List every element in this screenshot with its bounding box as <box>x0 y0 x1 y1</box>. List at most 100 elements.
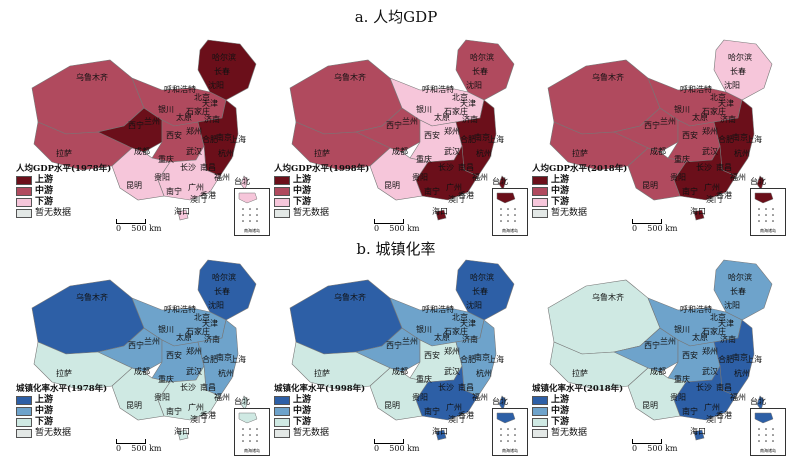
city-label: 上海 <box>746 134 762 144</box>
city-label: 贵阳 <box>412 172 428 182</box>
legend-item-middle: 中游 <box>16 186 111 197</box>
map-panel: 乌鲁木齐 哈尔滨 长春 沈阳 呼和浩特 北京 天津 银川 石家庄 太原 济南 兰州 西宁 郑州 西安 合肥 南京… <box>528 30 788 238</box>
city-label: 福州 <box>730 173 746 182</box>
city-label: 台北 <box>234 396 250 406</box>
south-china-sea-inset: 南海诸岛 <box>492 408 528 456</box>
legend-swatch <box>532 176 548 185</box>
city-label: 长春 <box>214 66 230 76</box>
legend-label: 中游 <box>293 186 312 196</box>
city-label: 杭州 <box>734 148 750 158</box>
city-label: 香港 <box>716 190 732 200</box>
city-label: 南昌 <box>716 382 732 392</box>
city-label: 沈阳 <box>466 80 482 90</box>
city-label: 北京 <box>194 312 210 322</box>
legend-label: 下游 <box>35 197 54 207</box>
city-label: 合肥 <box>202 354 218 364</box>
city-label: 乌鲁木齐 <box>334 292 366 302</box>
city-label: 呼和浩特 <box>164 84 196 94</box>
city-label: 拉萨 <box>56 148 72 158</box>
hainan-island <box>693 209 705 221</box>
legend-label: 暂无数据 <box>35 208 72 218</box>
city-label: 昆明 <box>642 401 658 410</box>
legend-swatch <box>274 418 290 427</box>
scale-bar: 0 500 km <box>632 438 678 453</box>
city-label: 合肥 <box>718 134 734 144</box>
legend-item-nodata: 暂无数据 <box>16 428 107 439</box>
legend-swatch <box>16 198 32 207</box>
city-label: 重庆 <box>158 374 174 384</box>
city-label: 南宁 <box>424 186 440 196</box>
city-label: 拉萨 <box>572 148 588 158</box>
city-label: 南京 <box>474 352 490 362</box>
city-label: 北京 <box>452 92 468 102</box>
city-label: 沈阳 <box>208 300 224 310</box>
legend-item-upper: 上游 <box>16 395 107 406</box>
legend-swatch <box>274 209 290 218</box>
city-label: 成都 <box>650 366 666 376</box>
legend-swatch <box>532 396 548 405</box>
city-label: 武汉 <box>186 366 202 376</box>
legend-swatch <box>532 407 548 416</box>
south-china-sea-inset: 南海诸岛 <box>492 188 528 236</box>
city-label: 沈阳 <box>208 80 224 90</box>
legend-label: 中游 <box>293 406 312 416</box>
legend-label: 下游 <box>551 417 570 427</box>
legend-swatch <box>16 396 32 405</box>
region-east <box>713 319 755 397</box>
city-label: 西宁 <box>386 120 402 130</box>
legend-swatch <box>274 396 290 405</box>
legend-item-middle: 中游 <box>16 406 107 417</box>
city-label: 长春 <box>214 286 230 296</box>
city-label: 澳门 <box>448 194 464 204</box>
legend-item-upper: 上游 <box>532 395 623 406</box>
city-label: 南京 <box>732 352 748 362</box>
city-label: 上海 <box>488 354 504 364</box>
legend-item-nodata: 暂无数据 <box>274 428 365 439</box>
city-label: 成都 <box>134 146 150 156</box>
scale-bar: 0 500 km <box>374 218 420 233</box>
city-label: 杭州 <box>734 368 750 378</box>
legend-title: 人均GDP水平(2018年) <box>532 164 628 174</box>
region-east <box>455 319 497 397</box>
region-east <box>197 99 239 177</box>
city-label: 香港 <box>458 410 474 420</box>
city-label: 重庆 <box>416 374 432 384</box>
legend-label: 上游 <box>551 395 570 405</box>
legend: 人均GDP水平(2018年) 上游 中游 下游 暂无数据 <box>532 164 627 219</box>
hainan-island <box>693 429 705 441</box>
scale-bar-line <box>116 219 146 224</box>
city-label: 台北 <box>750 176 766 186</box>
city-label: 呼和浩特 <box>680 304 712 314</box>
legend-label: 暂无数据 <box>551 428 588 438</box>
city-label: 贵阳 <box>670 392 686 402</box>
scale-bar: 0 500 km <box>374 438 420 453</box>
legend-swatch <box>16 418 32 427</box>
city-label: 沈阳 <box>724 80 740 90</box>
city-label: 武汉 <box>444 146 460 156</box>
city-label: 乌鲁木齐 <box>76 72 108 82</box>
city-label: 乌鲁木齐 <box>334 72 366 82</box>
inset-label: 南海诸岛 <box>244 447 260 453</box>
section-title-b: b. 城镇化率 <box>356 240 436 258</box>
city-label: 杭州 <box>476 368 492 378</box>
city-label: 西宁 <box>644 340 660 350</box>
city-label: 武汉 <box>444 366 460 376</box>
region-east <box>197 319 239 397</box>
hainan-island <box>435 429 447 441</box>
city-label: 郑州 <box>444 346 460 356</box>
city-label: 成都 <box>392 366 408 376</box>
city-label: 拉萨 <box>314 148 330 158</box>
city-label: 澳门 <box>706 194 722 204</box>
city-label: 福州 <box>472 393 488 402</box>
city-label: 郑州 <box>702 126 718 136</box>
city-label: 哈尔滨 <box>212 52 236 62</box>
scale-label: 0 500 km <box>632 444 678 453</box>
city-label: 广州 <box>446 402 462 412</box>
scale-bar-line <box>632 219 662 224</box>
city-label: 香港 <box>458 190 474 200</box>
city-label: 银川 <box>674 324 690 334</box>
